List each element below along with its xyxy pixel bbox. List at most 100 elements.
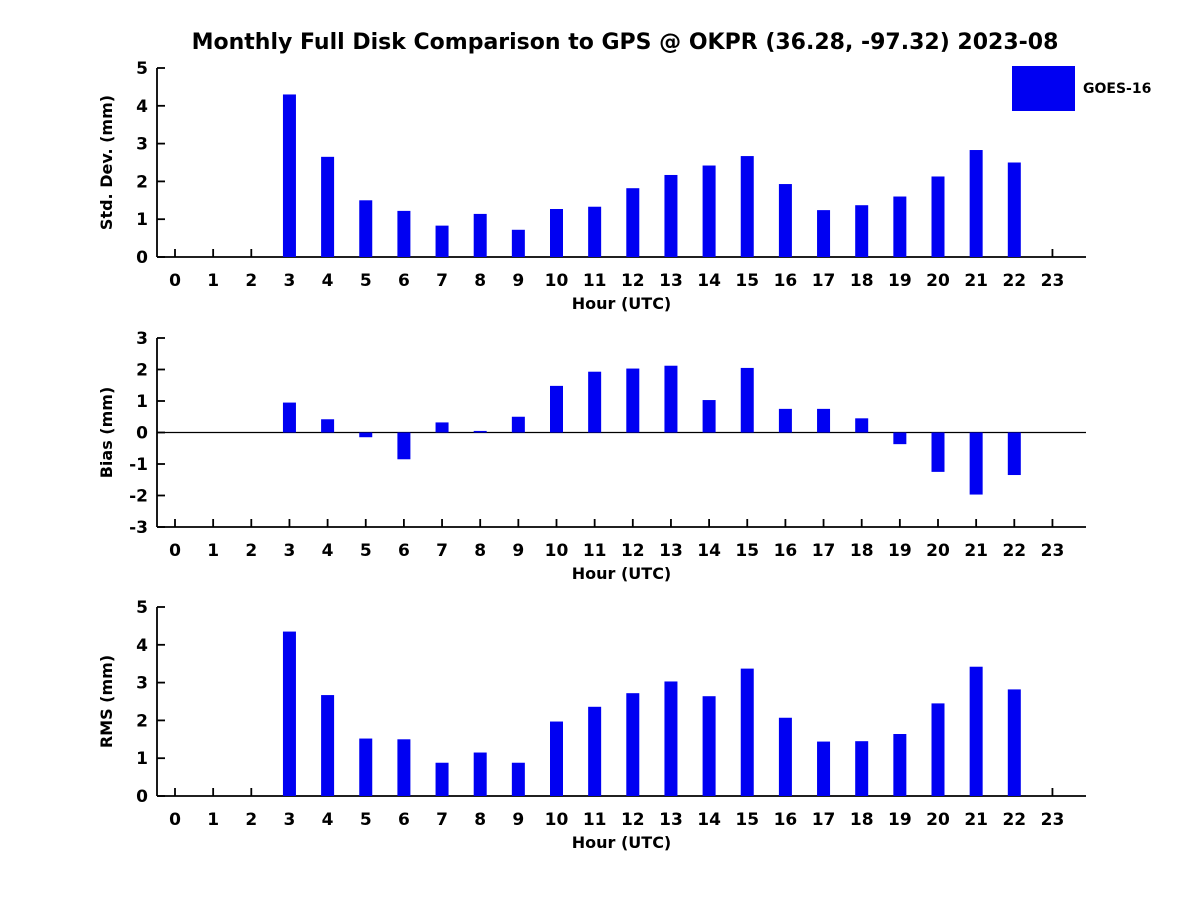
std-dev-x-tick-label: 2: [245, 271, 257, 291]
bias-bar-h16: [778, 408, 792, 433]
rms-x-tick-label: 10: [545, 810, 569, 830]
bias-bar-h5: [359, 432, 373, 438]
std-dev-x-tick-label: 17: [812, 271, 836, 291]
bias-x-tick-label: 22: [1002, 541, 1026, 561]
rms-x-tick-label: 15: [735, 810, 759, 830]
std-dev-y-tick-label: 1: [136, 210, 148, 230]
bias-x-tick-label: 7: [436, 541, 448, 561]
bias-x-tick-label: 19: [888, 541, 912, 561]
rms-x-tick-label: 7: [436, 810, 448, 830]
rms-x-tick-label: 16: [774, 810, 798, 830]
std-dev-bar-h19: [893, 196, 907, 257]
rms-y-tick-label: 0: [136, 787, 148, 807]
bias-y-tick-label: -3: [129, 518, 148, 538]
std-dev-bar-h16: [778, 184, 792, 257]
std-dev-bar-h14: [702, 165, 716, 257]
rms-bar-h3: [282, 631, 296, 796]
std-dev-bar-h20: [931, 176, 945, 257]
std-dev-bar-h9: [511, 229, 525, 257]
rms-x-tick-label: 22: [1002, 810, 1026, 830]
rms-x-tick-label: 23: [1041, 810, 1065, 830]
bias-bar-h13: [664, 365, 678, 433]
rms-bar-h16: [778, 717, 792, 796]
bias-x-tick-label: 20: [926, 541, 950, 561]
rms-bar-h15: [740, 668, 754, 796]
bias-x-tick-label: 1: [207, 541, 219, 561]
rms-y-axis-label: RMS (mm): [97, 655, 116, 748]
std-dev-bar-h8: [473, 213, 487, 257]
std-dev-y-tick-label: 5: [136, 59, 148, 79]
bias-bar-h10: [550, 385, 563, 433]
rms-y-tick-label: 5: [136, 598, 148, 618]
bias-x-tick-label: 23: [1041, 541, 1065, 561]
std-dev-x-tick-label: 14: [697, 271, 721, 291]
std-dev-x-tick-label: 20: [926, 271, 950, 291]
rms-bar-h14: [702, 696, 716, 796]
bias-x-tick-label: 3: [284, 541, 296, 561]
bias-x-tick-label: 13: [659, 541, 683, 561]
std-dev-bar-h15: [740, 156, 754, 257]
std-dev-y-axis-label: Std. Dev. (mm): [97, 95, 116, 230]
legend-swatch: [1012, 66, 1075, 111]
std-dev-bar-h22: [1007, 162, 1021, 257]
std-dev-y-tick-label: 2: [136, 172, 148, 192]
bias-x-tick-label: 5: [360, 541, 372, 561]
rms-bar-h21: [969, 666, 983, 796]
std-dev-bar-h12: [626, 188, 640, 257]
rms-bar-h20: [931, 703, 945, 796]
bias-x-axis-label: Hour (UTC): [572, 564, 672, 583]
bias-bar-h9: [511, 416, 525, 433]
bias-bar-h22: [1007, 432, 1021, 476]
rms-bar-h12: [626, 693, 640, 796]
rms-bar-h6: [397, 739, 411, 796]
std-dev-bar-h10: [550, 208, 563, 257]
rms-bar-h11: [588, 706, 602, 796]
std-dev-x-tick-label: 16: [774, 271, 798, 291]
bias-x-tick-label: 9: [512, 541, 524, 561]
rms-x-tick-label: 20: [926, 810, 950, 830]
legend: GOES-16: [1012, 66, 1151, 111]
bias-x-tick-label: 2: [245, 541, 257, 561]
std-dev-x-tick-label: 15: [735, 271, 759, 291]
std-dev-x-tick-label: 19: [888, 271, 912, 291]
rms-x-tick-label: 8: [474, 810, 486, 830]
rms-bar-h5: [359, 738, 373, 796]
bias-y-tick-label: 0: [136, 424, 148, 444]
bias-x-tick-label: 11: [583, 541, 607, 561]
rms-x-tick-label: 3: [284, 810, 296, 830]
std-dev-x-tick-label: 7: [436, 271, 448, 291]
std-dev-x-tick-label: 1: [207, 271, 219, 291]
bias-bar-h8: [473, 430, 487, 433]
bias-y-tick-label: 1: [136, 392, 148, 412]
rms-x-tick-label: 19: [888, 810, 912, 830]
bias-bar-h12: [626, 368, 640, 433]
bias-x-tick-label: 8: [474, 541, 486, 561]
rms-bar-h10: [550, 721, 563, 796]
rms-x-tick-label: 13: [659, 810, 683, 830]
rms-bar-h18: [855, 741, 869, 796]
bias-bar-h4: [321, 419, 335, 433]
rms-x-tick-label: 11: [583, 810, 607, 830]
std-dev-x-axis-label: Hour (UTC): [572, 294, 672, 313]
rms-x-tick-label: 18: [850, 810, 874, 830]
bias-bar-h21: [969, 432, 983, 495]
bias-bar-h11: [588, 371, 602, 433]
std-dev-x-tick-label: 6: [398, 271, 410, 291]
rms-bar-h13: [664, 681, 678, 796]
bias-x-tick-label: 14: [697, 541, 721, 561]
bias-y-tick-label: -2: [129, 487, 148, 507]
std-dev-y-tick-label: 3: [136, 135, 148, 155]
bias-bar-h6: [397, 432, 411, 460]
legend-label: GOES-16: [1083, 80, 1152, 97]
bias-bar-h15: [740, 367, 754, 433]
bias-bar-h20: [931, 432, 945, 472]
std-dev-bar-h7: [435, 225, 449, 257]
bias-x-tick-label: 18: [850, 541, 874, 561]
rms-x-tick-label: 1: [207, 810, 219, 830]
rms-bar-h8: [473, 752, 487, 796]
std-dev-bar-h3: [282, 94, 296, 258]
std-dev-bar-h17: [817, 210, 831, 257]
bias-x-tick-label: 4: [322, 541, 334, 561]
rms-y-tick-label: 4: [136, 636, 148, 656]
std-dev-x-tick-label: 13: [659, 271, 683, 291]
